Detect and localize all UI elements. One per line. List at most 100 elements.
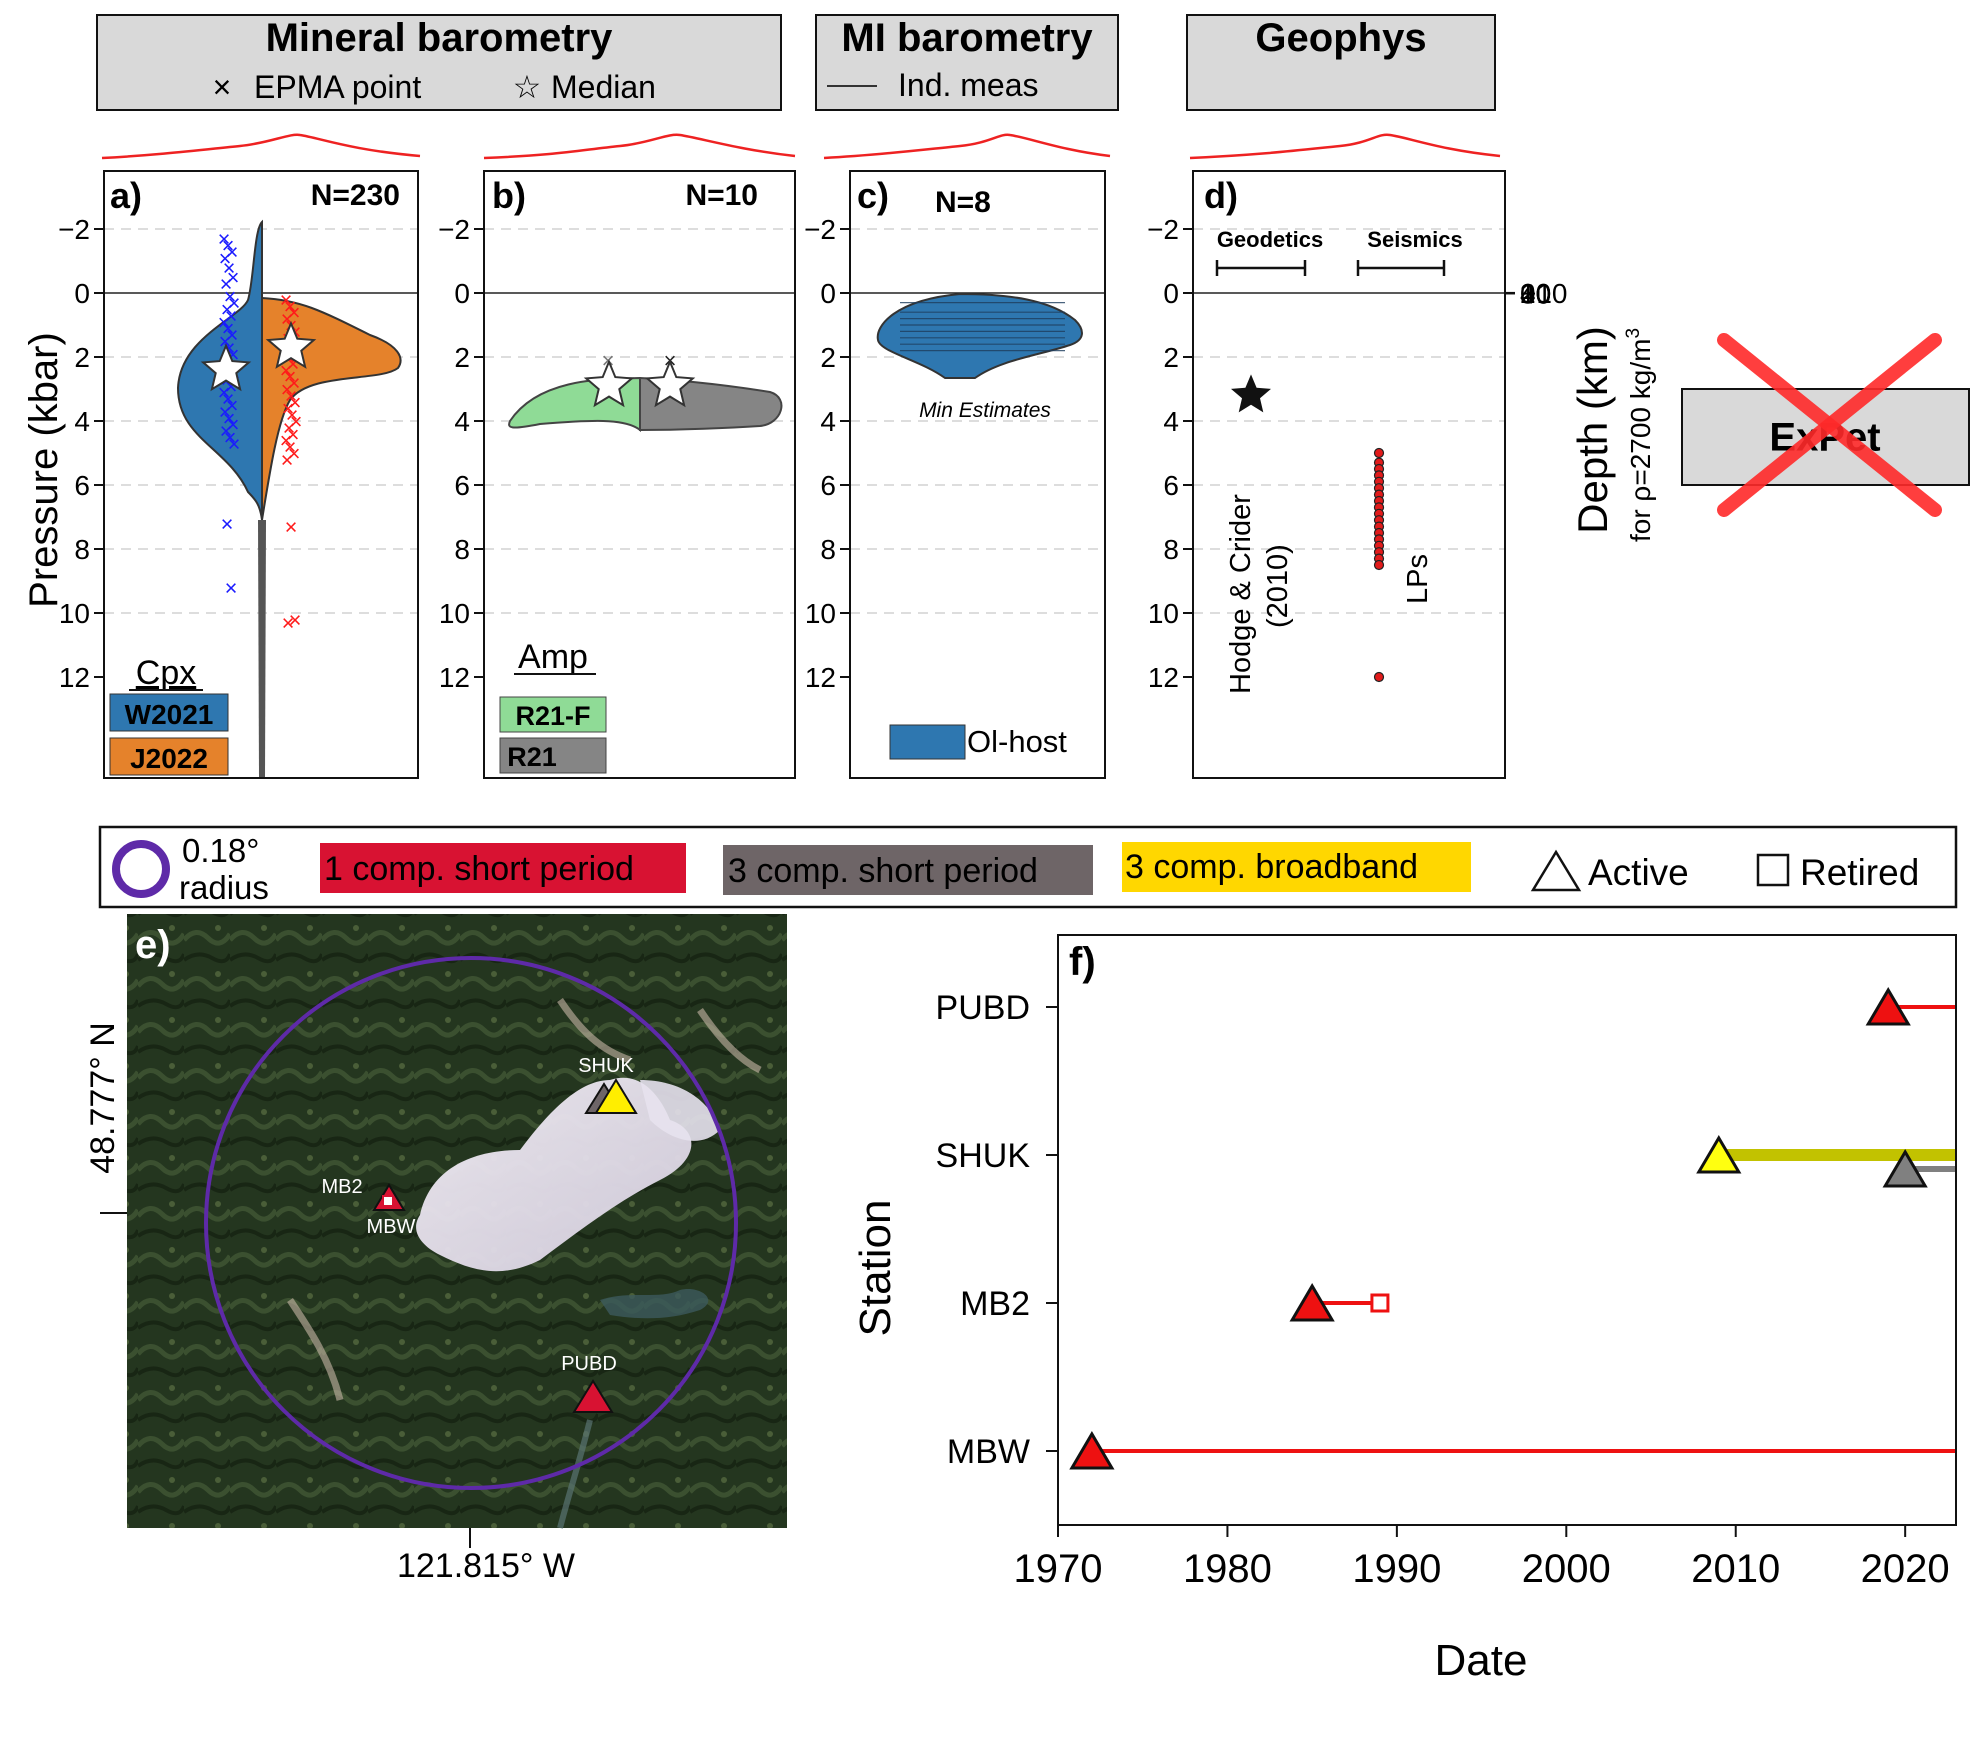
y-tick-label: 8 [454,534,470,565]
legend-ind-meas: Ind. meas [898,67,1039,103]
lp-point [1373,447,1385,459]
points-j2022: ××××××××××××××××××××××××××××× [280,287,303,635]
station-label-shuk: SHUK [578,1055,634,1077]
kde-curves [101,133,1501,160]
station-label-mbw: MBW [367,1216,416,1238]
x-tick-label: 2000 [1522,1547,1611,1591]
y-tick-label: 6 [74,470,90,501]
legend-radius-word: radius [179,869,269,906]
y-tick-label: −2 [58,214,90,245]
panel-f-timeline: 1970 1980 1990 2000 2010 2020 PUBDSHUKMB2MBW … [851,934,1957,1685]
legend-j2022-label: J2022 [130,743,208,774]
depth-note-text: for ρ=2700 kg/m [1625,339,1656,542]
points-w2021: ××××××××××××××××××××××××××××××××× [218,227,241,601]
station-label-mb2: MB2 [321,1176,362,1198]
header-mi-barometry: MI barometry Ind. meas [815,14,1119,111]
retired-square-marker [1370,1293,1390,1313]
y-tick-label: 12 [1148,662,1179,693]
legend-epma-point: EPMA point [254,69,421,105]
y-tick-label: 6 [454,470,470,501]
panel-b-label: b) [492,175,526,216]
y-tick-label: 4 [820,406,836,437]
group-label-amp: Amp [518,638,588,676]
epma-point-w2021: × [219,399,232,424]
y-tick-label: 6 [820,470,836,501]
epma-point-j2022: × [287,422,300,447]
panel-c-n: N=8 [935,186,991,219]
frame-b [483,170,796,779]
y-tick-label: 8 [1163,534,1179,565]
min-estimates-note: Min Estimates [919,399,1051,422]
pressure-axis-b: −2 0 2 4 6 8 10 12 [438,214,795,693]
epma-point-j2022: × [282,396,295,421]
y-tick-label: 10 [59,598,90,629]
medians-b [583,359,696,408]
group-geodetics: Geodetics [1217,227,1323,252]
panel-b-n: N=10 [685,179,758,212]
kde-curve-c [823,133,1111,160]
depth-density-note: for ρ=2700 kg/m3 [1623,328,1656,542]
epma-point-j2022: × [282,611,295,636]
epma-point-w2021: × [224,284,237,309]
y-tick-label: −2 [1147,214,1179,245]
epma-point-w2021: × [226,323,239,348]
group-seismics: Seismics [1367,227,1462,252]
y-tick-label: 4 [1163,406,1179,437]
epma-point-w2021: × [222,387,235,412]
hodge-crider-label: Hodge & Crider [1225,494,1257,694]
legend-median: Median [551,69,656,105]
epma-point-j2022: × [285,383,298,408]
epma-point-w2021: × [226,393,239,418]
epma-point-j2022: × [285,515,298,540]
lp-points [1373,447,1385,683]
epma-point-j2022: × [283,415,296,440]
radius-ring-icon [112,840,170,898]
epma-point-w2021: × [219,246,232,271]
depth-tick-label: −10 [1520,278,1568,309]
legend-r21-label: R21 [507,742,557,772]
header-geophys: Geophys [1186,14,1496,111]
epma-point-j2022: × [289,390,302,415]
y-tick-label: −2 [438,214,470,245]
depth-tick-label: 20 [1520,278,1551,309]
ridge-highlights [287,998,762,1401]
station-label-pubd: PUBD [561,1353,617,1375]
epma-point-w2021: × [223,406,236,431]
epma-point-w2021: × [220,419,233,444]
x-tick-label: 2010 [1691,1547,1780,1591]
glacier-se [640,1080,720,1141]
epma-point-w2021: × [226,239,239,264]
y-tick-label: 12 [59,662,90,693]
seismics-bracket [1356,260,1446,276]
medians-a [200,320,317,392]
legend-r21f-label: R21-F [515,701,590,731]
longitude-label: 121.815° W [397,1547,575,1585]
active-triangle-marker [1289,1283,1335,1322]
pressure-axis-d: −2 0 2 4 6 8 10 12 [1147,214,1505,693]
epma-point-w2021: × [218,380,231,405]
epma-point-j2022: × [286,403,299,428]
epma-point-j2022: × [288,441,301,466]
kde-curve-b [483,133,796,160]
median-star-r21f [583,359,635,408]
timeline-ylabel: Station [851,1200,900,1337]
cross-marker-icon: × [213,69,232,105]
triangle-outline-icon [1530,849,1582,892]
epma-point-w2021: × [224,425,237,450]
legend-active-label: Active [1588,852,1689,893]
timeline-x-axis: 1970 1980 1990 2000 2010 2020 [1014,1525,1950,1591]
hodge-crider-year: (2010) [1262,544,1294,628]
legend-one-comp-swatch [320,843,686,893]
y-tick-label: PUBD [936,989,1030,1027]
median-star-w2021 [200,343,252,392]
river [557,1419,593,1529]
epma-point-w2021: × [218,310,231,335]
geodetics-bracket [1215,260,1307,276]
legend-radius-value: 0.18° [182,832,259,869]
y-tick-label: 8 [74,534,90,565]
epma-point-j2022: × [281,377,294,402]
